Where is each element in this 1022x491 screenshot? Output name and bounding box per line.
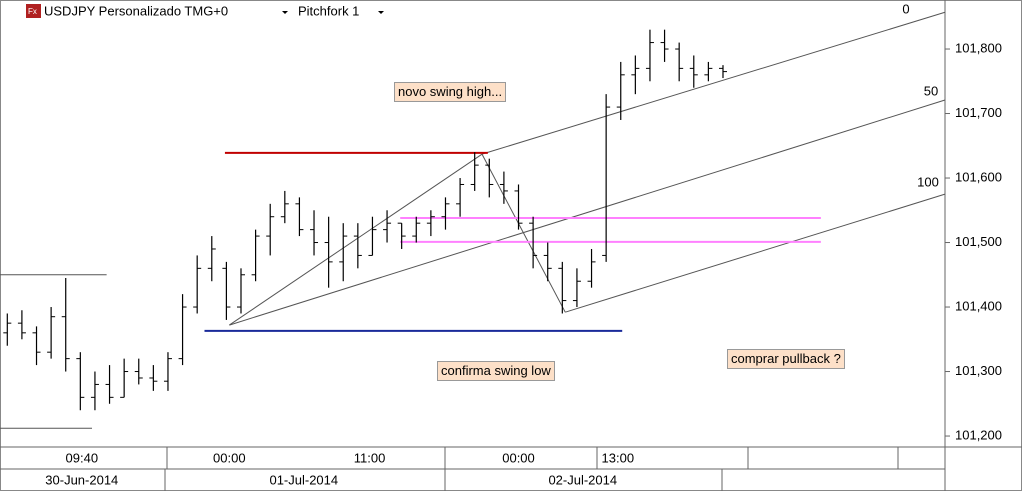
x-tick-label: 13:00 xyxy=(602,450,635,465)
drawing-line xyxy=(481,11,946,155)
x-tick-label: 11:00 xyxy=(354,450,386,465)
fx-icon xyxy=(26,4,41,18)
dropdown-arrow[interactable] xyxy=(378,11,384,14)
annotation: confirma swing low xyxy=(437,361,555,381)
fork-level-label: 50 xyxy=(924,83,938,98)
time-separators xyxy=(164,447,899,491)
y-tick-label: 101,300 xyxy=(955,363,1002,378)
fork-level-label: 0 xyxy=(902,1,909,16)
drawing-line xyxy=(229,99,946,326)
y-tick-label: 101,200 xyxy=(955,427,1002,442)
dropdown-arrow[interactable] xyxy=(282,11,288,14)
x-tick-label: 09:40 xyxy=(66,450,99,465)
annotation: comprar pullback ? xyxy=(727,349,845,369)
y-tick-label: 101,700 xyxy=(955,105,1002,120)
y-tick-label: 101,400 xyxy=(955,298,1002,313)
x-tick-label: 00:00 xyxy=(213,450,246,465)
drawing-line xyxy=(565,193,946,313)
y-tick-label: 101,500 xyxy=(955,234,1002,249)
drawing-line xyxy=(481,153,566,313)
y-tick-label: 101,800 xyxy=(955,40,1002,55)
date-label: 01-Jul-2014 xyxy=(269,472,338,487)
x-tick-label: 00:00 xyxy=(502,450,535,465)
y-tick-label: 101,600 xyxy=(955,169,1002,184)
chart-title[interactable]: USDJPY Personalizado TMG+0 xyxy=(44,3,228,18)
fork-level-label: 100 xyxy=(917,174,939,189)
annotation: novo swing high... xyxy=(394,82,507,102)
study-name[interactable]: Pitchfork 1 xyxy=(298,3,359,18)
drawing-line xyxy=(229,153,483,326)
date-label: 02-Jul-2014 xyxy=(548,472,617,487)
date-label: 30-Jun-2014 xyxy=(45,472,118,487)
fx-icon-text: Fx xyxy=(28,7,37,16)
